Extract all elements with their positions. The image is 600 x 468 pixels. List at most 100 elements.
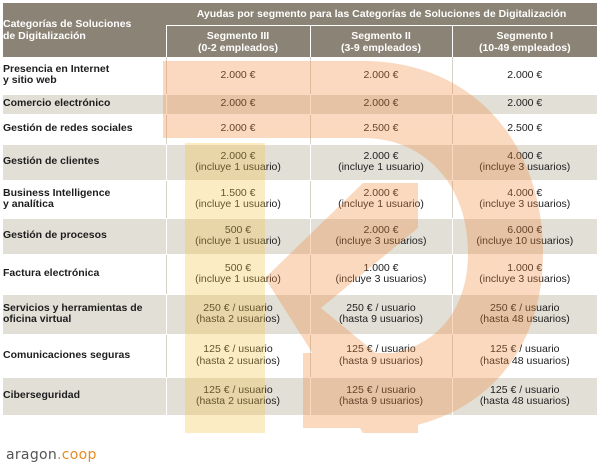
amount-value: 125 € / usuario [346,343,416,355]
category-cell: Business Intelligence y analítica [3,180,166,219]
segment-name: Segmento I [496,29,554,42]
footer-brand-suffix: .coop [57,447,97,463]
amount-cell: 125 € / usuario (hasta 2 usuarios) [165,334,310,378]
amount-value: 2.000 € [363,223,399,236]
amount-note: (hasta 2 usuarios) [195,354,281,367]
amount-value: 2.500 € [363,122,399,135]
table-row: Comunicaciones seguras 125 € / usuario (ha… [3,334,598,378]
amount-cell: 2.000 € [309,94,452,115]
amount-value: 1.000 € [507,261,543,274]
amount-note: (incluye 1 usuario) [338,161,424,173]
category-cell: Gestión de redes sociales [3,114,166,145]
amount-value: 500 € [224,261,252,274]
amount-value: 2.000 € [363,149,399,162]
amount-note: (incluye 3 usuarios) [335,273,427,285]
category-header-line1: Categorías de Soluciones [3,18,132,30]
amount-value: 125 € / usuario [346,383,416,396]
table-row: Ciberseguridad 125 € / usuario (hasta 2 us… [3,377,598,416]
amount-value: 4.000 € [507,149,543,162]
table-row: Factura electrónica 500 € (incluye 1 usuar… [3,254,598,295]
footer-brand-name: aragon [6,447,58,463]
amount-value: 125 € / usuario [490,383,560,396]
amount-note: (hasta 9 usuarios) [338,313,424,325]
amount-cell: 2.500 € [309,114,452,145]
table-row: Presencia en Internet y sitio web 2.000 € 2… [3,57,598,95]
category-label: Comercio electrónico [3,97,111,110]
amount-note: (hasta 2 usuarios) [195,313,281,325]
segment-range: (3-9 empleados) [341,41,421,54]
amount-value: 250 € / usuario [203,301,273,314]
amount-cell: 500 € (incluye 1 usuario) [165,254,310,295]
amount-value: 250 € / usuario [490,301,560,314]
amount-note: (incluye 1 usuario) [195,161,281,173]
amount-value: 4.000 € [507,186,543,199]
amount-value: 2.000 € [507,97,543,110]
amount-note: (incluye 1 usuario) [195,273,281,285]
segment-name: Segmento III [206,29,270,42]
amount-cell: 2.000 € [165,114,310,145]
category-label: Presencia en Internet [3,62,110,75]
amount-note: (incluye 1 usuario) [195,198,281,210]
amount-cell: 250 € / usuario (hasta 48 usuarios) [451,294,598,335]
amount-cell: 4.000 € (incluye 3 usuarios) [451,180,598,219]
amount-value: 2.000 € [220,97,256,110]
category-cell: Comunicaciones seguras [3,334,166,378]
category-header-line2: de Digitalización [3,30,86,42]
category-label: Gestión de redes sociales [3,122,133,135]
segment-name: Segmento II [351,29,411,42]
footer-brand: aragon.coop [6,447,97,463]
amount-value: 2.000 € [220,122,256,135]
category-cell: Comercio electrónico [3,94,166,115]
category-label: y analítica [3,198,54,210]
segment-header-1: Segmento III (0-2 empleados) [165,25,310,57]
amount-value: 2.000 € [363,186,399,199]
amount-note: (incluye 3 usuarios) [479,161,571,173]
segment-header-3: Segmento I (10-49 empleados) [451,25,598,57]
category-label: Comunicaciones seguras [3,348,131,361]
amount-cell: 125 € / usuario (hasta 9 usuarios) [309,334,452,378]
amount-cell: 2.000 € [165,57,310,95]
amount-note: (hasta 48 usuarios) [479,395,570,407]
amount-value: 125 € / usuario [203,383,273,396]
category-cell: Presencia en Internet y sitio web [3,57,166,95]
amount-note: (incluye 3 usuarios) [335,235,427,247]
category-label: Gestión de procesos [3,229,107,242]
subsidy-table: Categorías de Soluciones de Digitalizaci… [3,3,598,416]
amount-cell: 1.000 € (incluye 3 usuarios) [309,254,452,295]
amount-value: 2.000 € [220,68,256,81]
subsidy-table-container: Categorías de Soluciones de Digitalizaci… [3,3,598,443]
amount-cell: 125 € / usuario (hasta 48 usuarios) [451,334,598,378]
category-cell: Gestión de procesos [3,218,166,255]
segment-range: (0-2 empleados) [198,41,278,54]
amount-cell: 4.000 € (incluye 3 usuarios) [451,144,598,181]
amount-value: 250 € / usuario [346,301,416,314]
amount-cell: 125 € / usuario (hasta 48 usuarios) [451,377,598,416]
amount-cell: 250 € / usuario (hasta 9 usuarios) [309,294,452,335]
category-label: Factura electrónica [3,267,100,280]
amount-cell: 2.000 € (incluye 1 usuario) [309,144,452,181]
amount-cell: 2.000 € [451,94,598,115]
amount-value: 2.000 € [507,68,543,81]
amount-value: 2.500 € [507,122,543,135]
amount-note: (incluye 10 usuarios) [476,235,574,247]
amount-value: 500 € [224,223,252,236]
amount-value: 1.500 € [220,186,256,199]
category-cell: Factura electrónica [3,254,166,295]
table-row: Gestión de redes sociales 2.000 € 2.500 € 2… [3,114,598,145]
amount-cell: 500 € (incluye 1 usuario) [165,218,310,255]
amount-value: 125 € / usuario [490,343,560,355]
category-cell: Gestión de clientes [3,144,166,181]
category-cell: Servicios y herramientas de oficina virtu… [3,294,166,335]
category-label: Ciberseguridad [3,389,81,402]
category-label: Business Intelligence [3,186,111,199]
category-label: y sitio web [3,74,57,87]
amount-note: (incluye 1 usuario) [195,235,281,247]
table-row: Gestión de procesos 500 € (incluye 1 usuar… [3,218,598,255]
amount-value: 1.000 € [363,261,399,274]
amount-cell: 2.500 € [451,114,598,145]
amount-cell: 2.000 € [165,94,310,115]
amount-note: (hasta 9 usuarios) [338,395,424,407]
amount-cell: 1.000 € (incluye 3 usuarios) [451,254,598,295]
segment-group-header: Ayudas por segmento para las Categorías … [166,3,598,26]
amount-cell: 125 € / usuario (hasta 2 usuarios) [165,377,310,416]
